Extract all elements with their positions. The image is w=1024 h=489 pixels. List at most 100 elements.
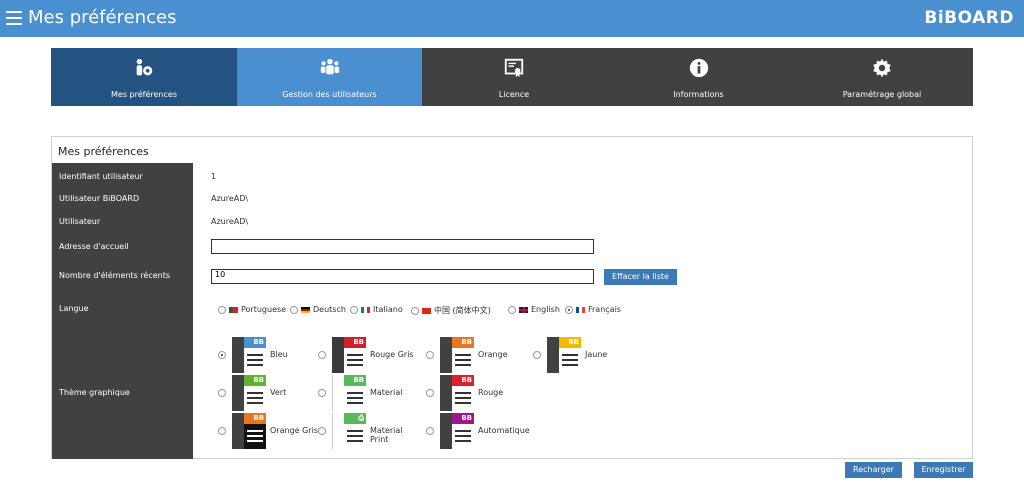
theme-option[interactable]: BB Rouge xyxy=(426,375,526,411)
hamburger-menu-icon[interactable] xyxy=(6,11,22,25)
theme-thumbnail: BB xyxy=(440,375,474,411)
theme-option[interactable]: BB Rouge Gris xyxy=(318,337,418,373)
lang-label: Deutsch xyxy=(313,305,346,314)
thumb-line xyxy=(455,430,471,432)
theme-label: Thème graphique xyxy=(59,388,130,397)
theme-option[interactable]: BB Automatique xyxy=(426,413,530,449)
lang-label: Italiano xyxy=(373,305,403,314)
page-title: Mes préférences xyxy=(28,7,177,28)
thumb-header: BB xyxy=(244,337,266,348)
theme-thumbnail: ⎙ xyxy=(332,413,366,449)
users-icon xyxy=(320,58,339,75)
tab-label: Informations xyxy=(673,90,724,99)
gear-icon xyxy=(873,58,891,78)
lang-option-chinese[interactable]: 中国 (简体中文) xyxy=(411,305,491,316)
language-label: Langue xyxy=(59,304,89,313)
theme-thumbnail: BB xyxy=(332,337,366,373)
theme-label: Jaune xyxy=(585,350,608,359)
theme-label: Rouge xyxy=(478,388,504,397)
radio[interactable] xyxy=(411,306,419,315)
radio[interactable] xyxy=(290,305,298,314)
theme-label: Orange Gris xyxy=(270,426,318,435)
theme-option[interactable]: BB Jaune xyxy=(533,337,633,373)
thumb-header: BB xyxy=(452,375,474,386)
thumb-header: BB xyxy=(344,337,366,348)
lang-option-francais[interactable]: Français xyxy=(565,305,621,314)
biboard-user-value: AzureAD\ xyxy=(211,194,249,203)
recent-count-label: Nombre d'éléments récents xyxy=(59,271,171,280)
save-button[interactable]: Enregistrer xyxy=(914,462,973,478)
home-address-label: Adresse d'accueil xyxy=(59,242,129,251)
user-value: AzureAD\ xyxy=(211,217,249,226)
thumb-line xyxy=(347,430,363,432)
tab-gestion-utilisateurs[interactable]: Gestion des utilisateurs xyxy=(237,48,422,106)
france-flag-icon xyxy=(576,306,585,313)
lang-label: English xyxy=(531,305,560,314)
italy-flag-icon xyxy=(361,306,370,313)
radio[interactable] xyxy=(426,351,434,359)
radio[interactable] xyxy=(426,389,434,397)
theme-option[interactable]: BB Bleu xyxy=(218,337,318,373)
thumb-sidebar xyxy=(232,375,244,411)
theme-option[interactable]: ⎙ Material Print xyxy=(318,413,418,449)
lang-option-english[interactable]: English xyxy=(508,305,560,314)
clear-list-button[interactable]: Effacer la liste xyxy=(604,269,677,285)
theme-option[interactable]: BB Material xyxy=(318,375,418,411)
radio[interactable] xyxy=(318,427,326,435)
reload-button[interactable]: Recharger xyxy=(845,462,902,478)
user-id-label: Identifiant utilisateur xyxy=(59,172,143,181)
radio[interactable] xyxy=(218,305,226,314)
radio[interactable] xyxy=(350,305,358,314)
thumb-line xyxy=(347,364,363,366)
theme-label: Material Print xyxy=(370,426,403,444)
radio[interactable] xyxy=(218,389,226,397)
home-address-input[interactable] xyxy=(211,239,594,254)
radio[interactable] xyxy=(533,351,541,359)
recent-count-input[interactable]: 10 xyxy=(211,269,594,284)
theme-label: Material xyxy=(370,388,403,397)
radio[interactable] xyxy=(318,389,326,397)
portugal-flag-icon xyxy=(229,306,238,313)
theme-option[interactable]: BB Orange Gris xyxy=(218,413,318,449)
china-flag-icon xyxy=(422,307,431,314)
user-settings-icon xyxy=(136,58,153,76)
info-icon xyxy=(689,58,708,78)
thumb-line xyxy=(347,354,363,356)
uk-flag-icon xyxy=(519,306,528,313)
thumb-line xyxy=(562,354,578,356)
thumb-line xyxy=(347,440,363,442)
thumb-header: BB xyxy=(559,337,581,348)
radio-selected[interactable] xyxy=(565,305,573,314)
thumb-sidebar xyxy=(332,413,344,449)
tab-label: Licence xyxy=(498,90,530,99)
thumb-line xyxy=(455,440,471,442)
tab-parametrage-global[interactable]: Paramétrage global xyxy=(791,48,973,106)
biboard-user-label: Utilisateur BiBOARD xyxy=(59,194,140,203)
lang-option-deutsch[interactable]: Deutsch xyxy=(290,305,346,314)
thumb-line xyxy=(247,354,263,356)
theme-thumbnail: BB xyxy=(232,413,266,449)
tab-informations[interactable]: Informations xyxy=(606,48,791,106)
tab-licence[interactable]: Licence xyxy=(422,48,606,106)
panel-title: Mes préférences xyxy=(58,145,149,158)
theme-option[interactable]: BB Orange xyxy=(426,337,526,373)
tab-label: Gestion des utilisateurs xyxy=(282,90,377,99)
theme-option[interactable]: BB Vert xyxy=(218,375,318,411)
tab-mes-preferences[interactable]: Mes préférences xyxy=(51,48,237,106)
radio[interactable] xyxy=(218,427,226,435)
thumb-sidebar xyxy=(547,337,559,373)
thumb-line xyxy=(247,430,263,432)
user-id-value: 1 xyxy=(211,172,217,181)
lang-option-portuguese[interactable]: Portuguese xyxy=(218,305,286,314)
radio[interactable] xyxy=(318,351,326,359)
lang-option-italiano[interactable]: Italiano xyxy=(350,305,403,314)
thumb-header: BB xyxy=(452,413,474,424)
radio[interactable] xyxy=(426,427,434,435)
radio[interactable] xyxy=(508,305,516,314)
radio[interactable] xyxy=(218,351,226,359)
labels-column: Identifiant utilisateur Utilisateur BiBO… xyxy=(52,163,193,459)
thumb-line xyxy=(455,397,471,399)
theme-thumbnail: BB xyxy=(440,337,474,373)
thumb-header: BB xyxy=(452,337,474,348)
thumb-line xyxy=(247,392,263,394)
